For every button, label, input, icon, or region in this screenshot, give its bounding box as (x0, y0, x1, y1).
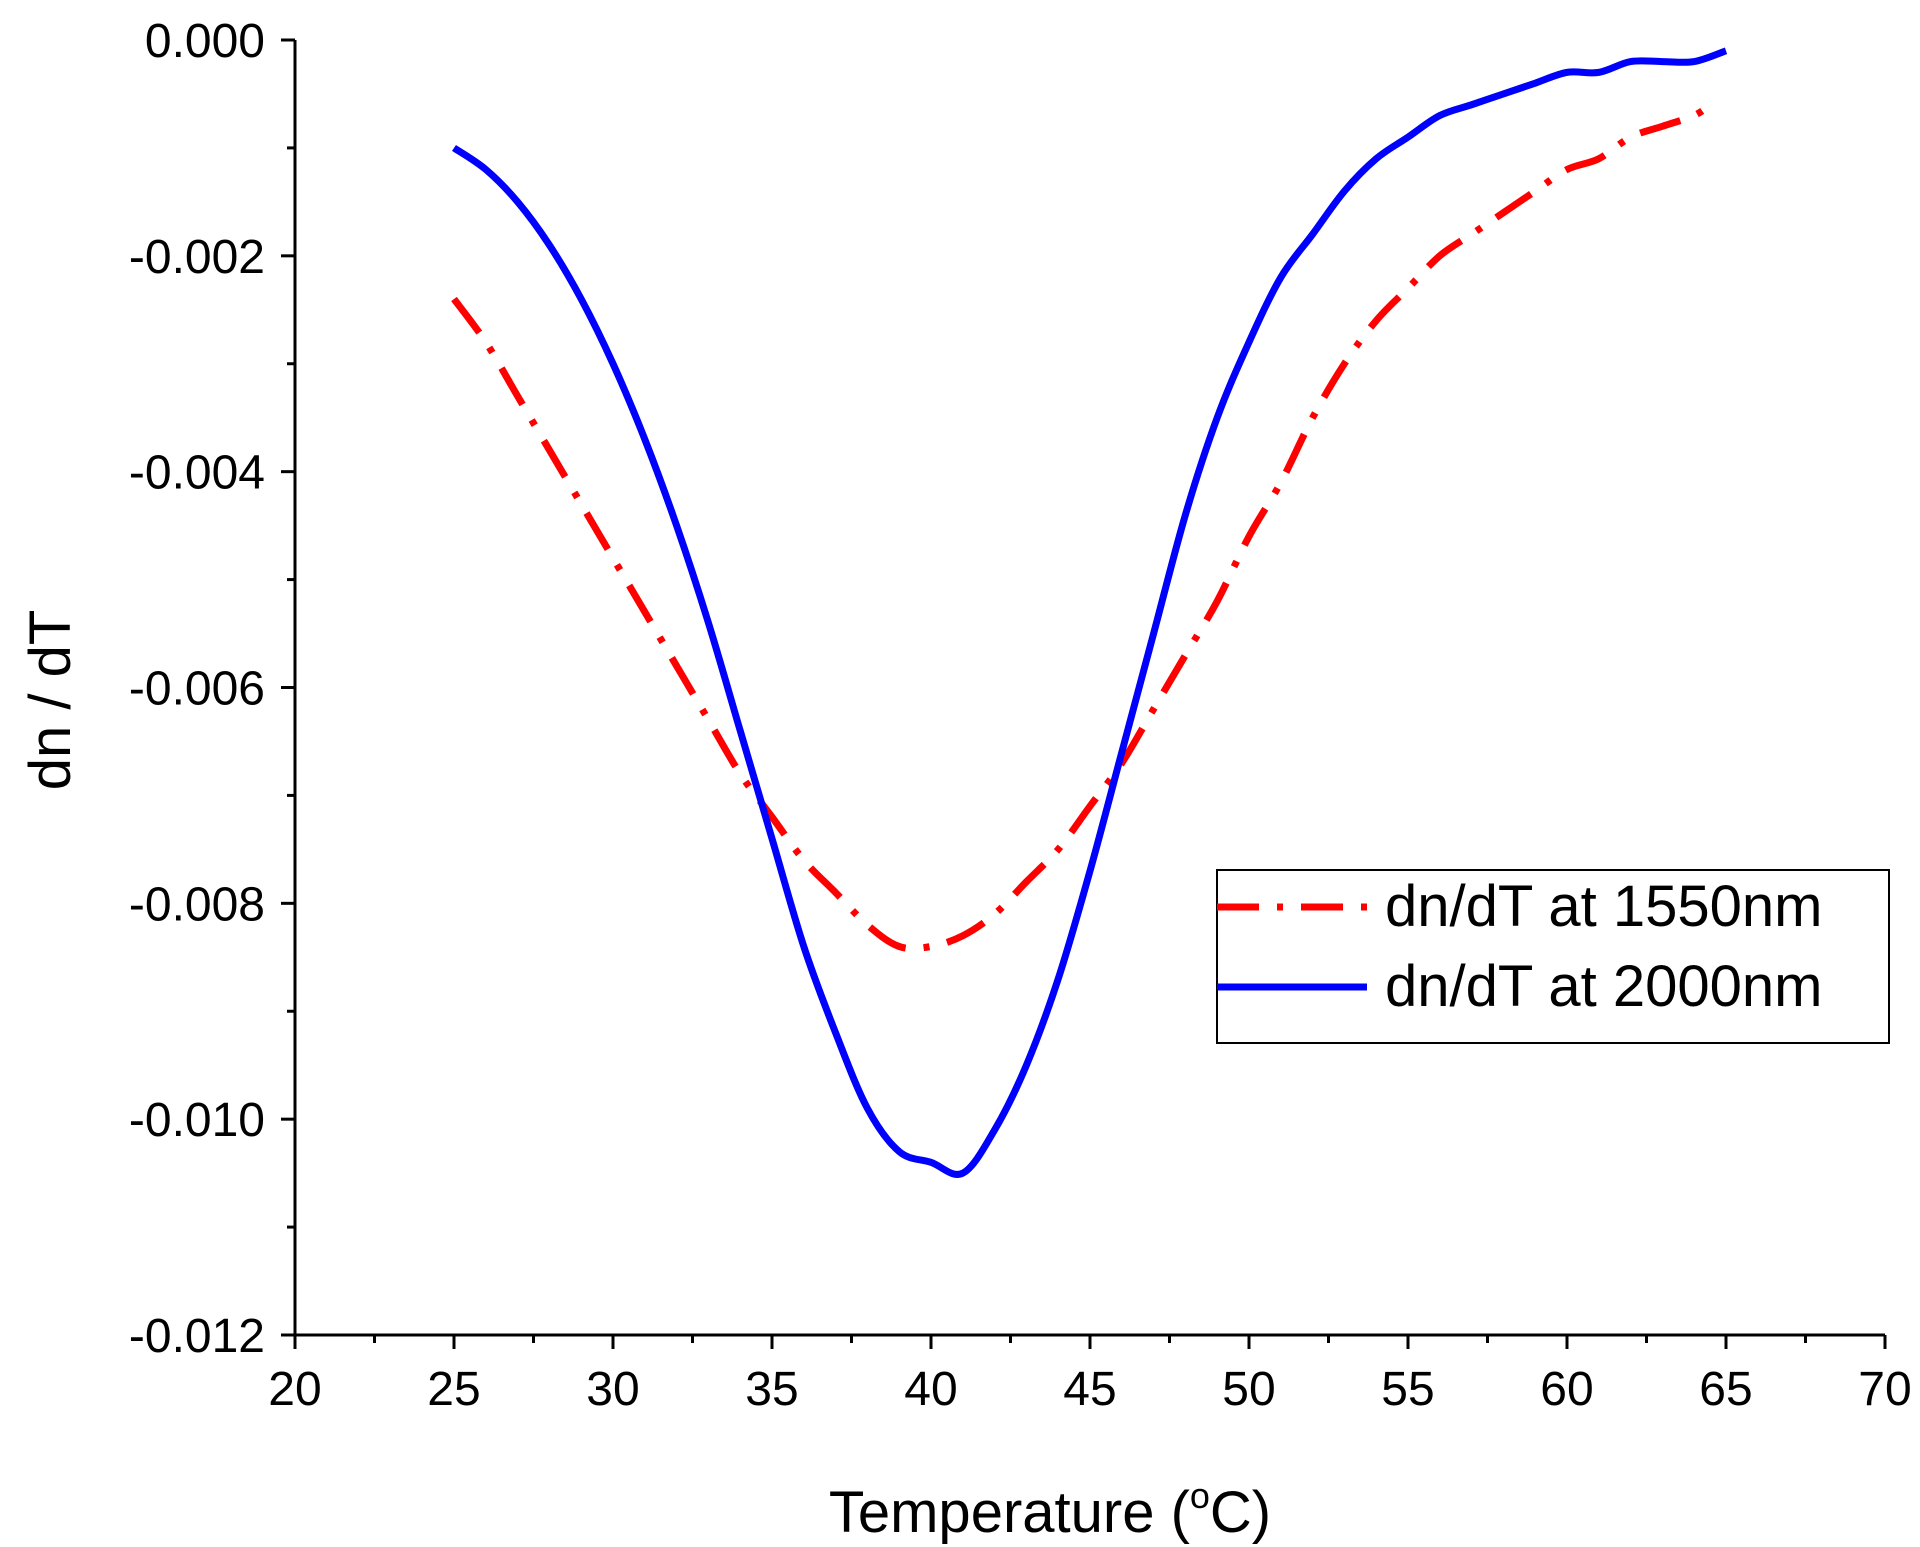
y-tick-label: -0.010 (129, 1094, 265, 1147)
legend-box (1216, 869, 1890, 1044)
x-axis-title-main: Temperature ( (829, 1480, 1190, 1545)
x-tick-label: 20 (268, 1363, 321, 1416)
x-tick-label: 25 (427, 1363, 480, 1416)
x-tick-label: 70 (1858, 1363, 1911, 1416)
legend-label-1550nm: dn/dT at 1550nm (1385, 874, 1822, 939)
y-tick-label: -0.012 (129, 1310, 265, 1363)
x-tick-label: 60 (1540, 1363, 1593, 1416)
x-tick-label: 65 (1699, 1363, 1752, 1416)
x-axis-title-unit: C) (1210, 1480, 1271, 1545)
y-tick-label: -0.002 (129, 231, 265, 284)
legend: dn/dT at 1550nm dn/dT at 2000nm (1216, 869, 1890, 1044)
x-tick-label: 35 (745, 1363, 798, 1416)
axes: 20 25 30 35 40 45 50 55 60 65 70 0.000 -0.002 -0.004 -… (129, 15, 1912, 1416)
x-tick-label: 40 (904, 1363, 957, 1416)
x-tick-label: 45 (1063, 1363, 1116, 1416)
legend-label-2000nm: dn/dT at 2000nm (1385, 954, 1822, 1019)
x-tick-label: 55 (1381, 1363, 1434, 1416)
series-line-1 (452, 47, 1728, 1178)
y-tick-label: -0.004 (129, 447, 265, 500)
y-tick-label: -0.006 (129, 663, 265, 716)
x-tick-label: 30 (586, 1363, 639, 1416)
series-line-0 (451, 101, 1713, 953)
y-axis-title: dn / dT (18, 610, 83, 791)
x-axis-title-degree: o (1190, 1475, 1210, 1516)
series-layer (451, 47, 1728, 1178)
y-tick-label: 0.000 (145, 15, 265, 68)
x-axis-title: Temperature (oC) (829, 1475, 1271, 1545)
y-tick-label: -0.008 (129, 878, 265, 931)
x-tick-label: 50 (1222, 1363, 1275, 1416)
